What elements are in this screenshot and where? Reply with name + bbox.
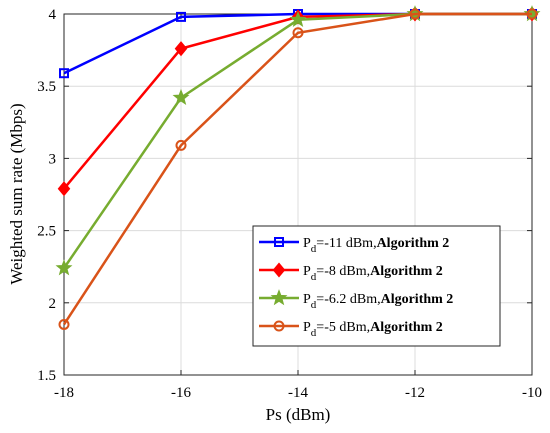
legend-marker — [274, 237, 284, 247]
legend-label-bold: Algorithm 2 — [370, 320, 443, 335]
axis-ticks: -18 -16 -14 -12 -10 1.5 2 2.5 3 3.5 4 — [37, 7, 542, 401]
legend-label-bold: Algorithm 2 — [377, 236, 450, 251]
y-tick-label: 3.5 — [37, 79, 56, 95]
data-point — [59, 68, 69, 79]
legend-label-main: P — [303, 292, 311, 307]
legend-entry: Pd=-8 dBm,Algorithm 2 — [259, 262, 443, 283]
legend-label-subscript: d — [311, 243, 317, 255]
data-point — [57, 181, 71, 197]
data-point — [175, 139, 187, 151]
legend-label-rest: =-5 dBm, — [316, 320, 370, 335]
data-point — [55, 259, 73, 276]
legend-marker — [272, 262, 286, 278]
legend-label-bold: Algorithm 2 — [370, 264, 443, 279]
y-tick-label: 2.5 — [37, 224, 56, 240]
x-tick-label: -14 — [288, 385, 308, 401]
legend-marker — [270, 289, 288, 306]
legend-label: Pd=-11 dBm,Algorithm 2 — [303, 236, 449, 255]
data-point — [176, 11, 186, 22]
x-tick-label: -12 — [405, 385, 425, 401]
data-point — [292, 27, 304, 39]
legend-label-main: P — [303, 264, 311, 279]
legend-label-subscript: d — [311, 299, 317, 311]
x-axis-label: Ps (dBm) — [266, 405, 331, 424]
legend-label-bold: Algorithm 2 — [381, 292, 454, 307]
data-point — [409, 8, 421, 20]
legend-label: Pd=-6.2 dBm,Algorithm 2 — [303, 292, 453, 311]
legend-marker — [273, 320, 285, 332]
y-tick-label: 1.5 — [37, 368, 56, 384]
y-tick-label: 2 — [49, 296, 57, 312]
data-point — [289, 10, 307, 27]
legend-label-main: P — [303, 320, 311, 335]
data-point — [174, 41, 188, 57]
y-tick-label: 3 — [49, 151, 57, 167]
legend-label: Pd=-5 dBm,Algorithm 2 — [303, 320, 443, 339]
legend-entry: Pd=-11 dBm,Algorithm 2 — [259, 236, 449, 255]
legend-label-subscript: d — [311, 327, 317, 339]
x-tick-label: -10 — [522, 385, 542, 401]
x-tick-label: -18 — [54, 385, 74, 401]
legend-label-rest: =-8 dBm, — [316, 264, 370, 279]
data-point — [172, 88, 190, 105]
legend: Pd=-11 dBm,Algorithm 2Pd=-8 dBm,Algorith… — [252, 225, 501, 347]
legend-label-rest: =-6.2 dBm, — [316, 292, 380, 307]
legend-label-rest: =-11 dBm, — [316, 236, 376, 251]
series-line — [62, 12, 532, 326]
legend-entry: Pd=-6.2 dBm,Algorithm 2 — [259, 289, 453, 311]
legend-label: Pd=-8 dBm,Algorithm 2 — [303, 264, 443, 283]
x-tick-label: -16 — [171, 385, 191, 401]
legend-entry: Pd=-5 dBm,Algorithm 2 — [259, 320, 443, 339]
y-axis-label: Weighted sum rate (Mbps) — [7, 103, 26, 284]
y-tick-label: 4 — [49, 7, 57, 23]
legend-label-subscript: d — [311, 271, 317, 283]
series-4 — [58, 8, 538, 330]
data-point — [58, 318, 70, 330]
data-point — [526, 8, 538, 20]
legend-label-main: P — [303, 236, 311, 251]
series-layer — [55, 5, 541, 330]
